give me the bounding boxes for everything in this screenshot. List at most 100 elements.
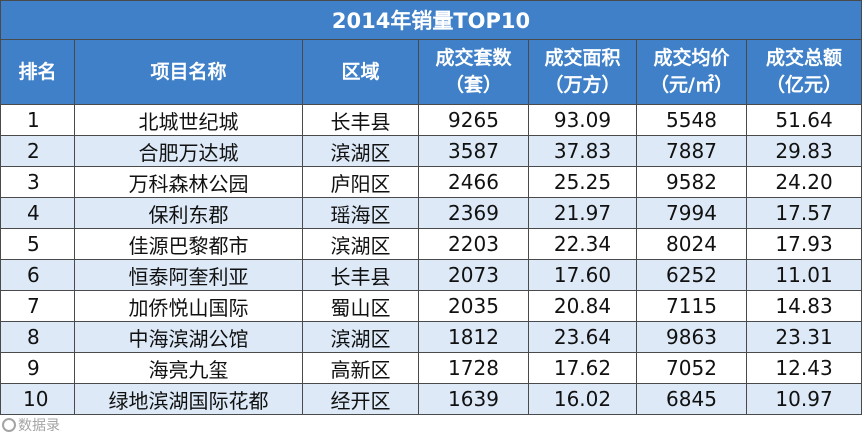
cell-project-name: 恒泰阿奎利亚 — [74, 259, 303, 291]
cell-project-name: 合肥万达城 — [74, 135, 303, 167]
cell-avg-price: 8024 — [636, 228, 747, 260]
cell-units-sold: 9265 — [418, 104, 529, 136]
cell-project-name: 中海滨湖公馆 — [74, 321, 303, 353]
column-header-unit: （元/㎡） — [650, 74, 733, 96]
column-header-area-sold: 成交面积 （万方） — [528, 39, 637, 105]
column-header-row: 排名 项目名称 区域 成交套数 （套） 成交面积 （万方） 成交均价 （元/㎡） 成交总额 （亿元） — [0, 39, 862, 105]
table-row: 8 中海滨湖公馆 滨湖区 1812 23.64 9863 23.31 — [0, 321, 862, 353]
cell-total-sales: 17.57 — [745, 197, 862, 229]
cell-rank: 1 — [0, 104, 75, 136]
cell-units-sold: 1639 — [418, 383, 529, 415]
column-header-label: 成交套数 — [435, 47, 512, 69]
column-header-label: 成交面积 — [544, 47, 621, 69]
cell-units-sold: 2203 — [418, 228, 529, 260]
cell-area-sold: 37.83 — [528, 135, 637, 167]
cell-area-sold: 22.34 — [528, 228, 637, 260]
cell-district: 庐阳区 — [302, 166, 419, 198]
cell-area-sold: 20.84 — [528, 290, 637, 322]
cell-area-sold: 21.97 — [528, 197, 637, 229]
table-body: 1 北城世纪城 长丰县 9265 93.09 5548 51.64 2 合肥万达城 滨湖区 3587… — [0, 104, 862, 415]
cell-district: 滨湖区 — [302, 321, 419, 353]
column-header-unit: （亿元） — [766, 74, 843, 96]
cell-project-name: 万科森林公园 — [74, 166, 303, 198]
table-row: 5 佳源巴黎都市 滨湖区 2203 22.34 8024 17.93 — [0, 228, 862, 260]
watermark: 数据录 — [2, 415, 60, 435]
cell-total-sales: 12.43 — [745, 352, 862, 384]
cell-avg-price: 5548 — [636, 104, 747, 136]
cell-project-name: 海亮九玺 — [74, 352, 303, 384]
cell-district: 滨湖区 — [302, 228, 419, 260]
cell-project-name: 绿地滨湖国际花都 — [74, 383, 303, 415]
cell-rank: 9 — [0, 352, 75, 384]
cell-rank: 8 — [0, 321, 75, 353]
cell-district: 长丰县 — [302, 259, 419, 291]
cell-district: 滨湖区 — [302, 135, 419, 167]
column-header-unit: （万方） — [544, 74, 621, 96]
cell-avg-price: 7887 — [636, 135, 747, 167]
cell-area-sold: 23.64 — [528, 321, 637, 353]
cell-district: 瑶海区 — [302, 197, 419, 229]
cell-units-sold: 1728 — [418, 352, 529, 384]
table-row: 4 保利东郡 瑶海区 2369 21.97 7994 17.57 — [0, 197, 862, 229]
table-row: 6 恒泰阿奎利亚 长丰县 2073 17.60 6252 11.01 — [0, 259, 862, 291]
cell-district: 经开区 — [302, 383, 419, 415]
cell-avg-price: 9582 — [636, 166, 747, 198]
watermark-text: 数据录 — [18, 418, 60, 434]
cell-total-sales: 23.31 — [745, 321, 862, 353]
cell-area-sold: 17.60 — [528, 259, 637, 291]
cell-project-name: 加侨悦山国际 — [74, 290, 303, 322]
column-header-label: 成交总额 — [766, 47, 843, 69]
cell-rank: 3 — [0, 166, 75, 198]
table-row: 1 北城世纪城 长丰县 9265 93.09 5548 51.64 — [0, 104, 862, 136]
cell-avg-price: 6845 — [636, 383, 747, 415]
cell-total-sales: 14.83 — [745, 290, 862, 322]
table-row: 2 合肥万达城 滨湖区 3587 37.83 7887 29.83 — [0, 135, 862, 167]
table-row: 7 加侨悦山国际 蜀山区 2035 20.84 7115 14.83 — [0, 290, 862, 322]
cell-avg-price: 7994 — [636, 197, 747, 229]
column-header-district: 区域 — [302, 39, 419, 105]
cell-rank: 2 — [0, 135, 75, 167]
cell-avg-price: 7052 — [636, 352, 747, 384]
cell-area-sold: 16.02 — [528, 383, 637, 415]
cell-total-sales: 17.93 — [745, 228, 862, 260]
column-header-unit: （套） — [444, 74, 502, 96]
table-row: 10 绿地滨湖国际花都 经开区 1639 16.02 6845 10.97 — [0, 383, 862, 415]
column-header-label: 排名 — [18, 60, 57, 83]
column-header-label: 成交均价 — [653, 47, 730, 69]
cell-total-sales: 11.01 — [745, 259, 862, 291]
table-title: 2014年销量TOP10 — [0, 0, 862, 40]
cell-rank: 10 — [0, 383, 75, 415]
cell-district: 长丰县 — [302, 104, 419, 136]
cell-area-sold: 93.09 — [528, 104, 637, 136]
table-row: 9 海亮九玺 高新区 1728 17.62 7052 12.43 — [0, 352, 862, 384]
cell-avg-price: 9863 — [636, 321, 747, 353]
watermark-logo-icon — [2, 418, 16, 432]
cell-total-sales: 24.20 — [745, 166, 862, 198]
column-header-total-sales: 成交总额 （亿元） — [745, 39, 862, 105]
cell-rank: 6 — [0, 259, 75, 291]
column-header-units-sold: 成交套数 （套） — [418, 39, 529, 105]
cell-rank: 5 — [0, 228, 75, 260]
cell-avg-price: 6252 — [636, 259, 747, 291]
cell-units-sold: 2035 — [418, 290, 529, 322]
cell-project-name: 保利东郡 — [74, 197, 303, 229]
cell-area-sold: 17.62 — [528, 352, 637, 384]
column-header-avg-price: 成交均价 （元/㎡） — [636, 39, 747, 105]
cell-total-sales: 10.97 — [745, 383, 862, 415]
table-row: 3 万科森林公园 庐阳区 2466 25.25 9582 24.20 — [0, 166, 862, 198]
sales-table: 2014年销量TOP10 排名 项目名称 区域 成交套数 （套） 成交面积 （万方） 成交均价… — [0, 0, 862, 415]
cell-area-sold: 25.25 — [528, 166, 637, 198]
column-header-label: 项目名称 — [150, 60, 227, 83]
cell-rank: 4 — [0, 197, 75, 229]
column-header-project-name: 项目名称 — [74, 39, 303, 105]
column-header-label: 区域 — [341, 60, 380, 83]
cell-district: 高新区 — [302, 352, 419, 384]
cell-project-name: 北城世纪城 — [74, 104, 303, 136]
cell-units-sold: 1812 — [418, 321, 529, 353]
cell-units-sold: 2466 — [418, 166, 529, 198]
column-header-rank: 排名 — [0, 39, 75, 105]
cell-avg-price: 7115 — [636, 290, 747, 322]
cell-total-sales: 29.83 — [745, 135, 862, 167]
cell-units-sold: 3587 — [418, 135, 529, 167]
